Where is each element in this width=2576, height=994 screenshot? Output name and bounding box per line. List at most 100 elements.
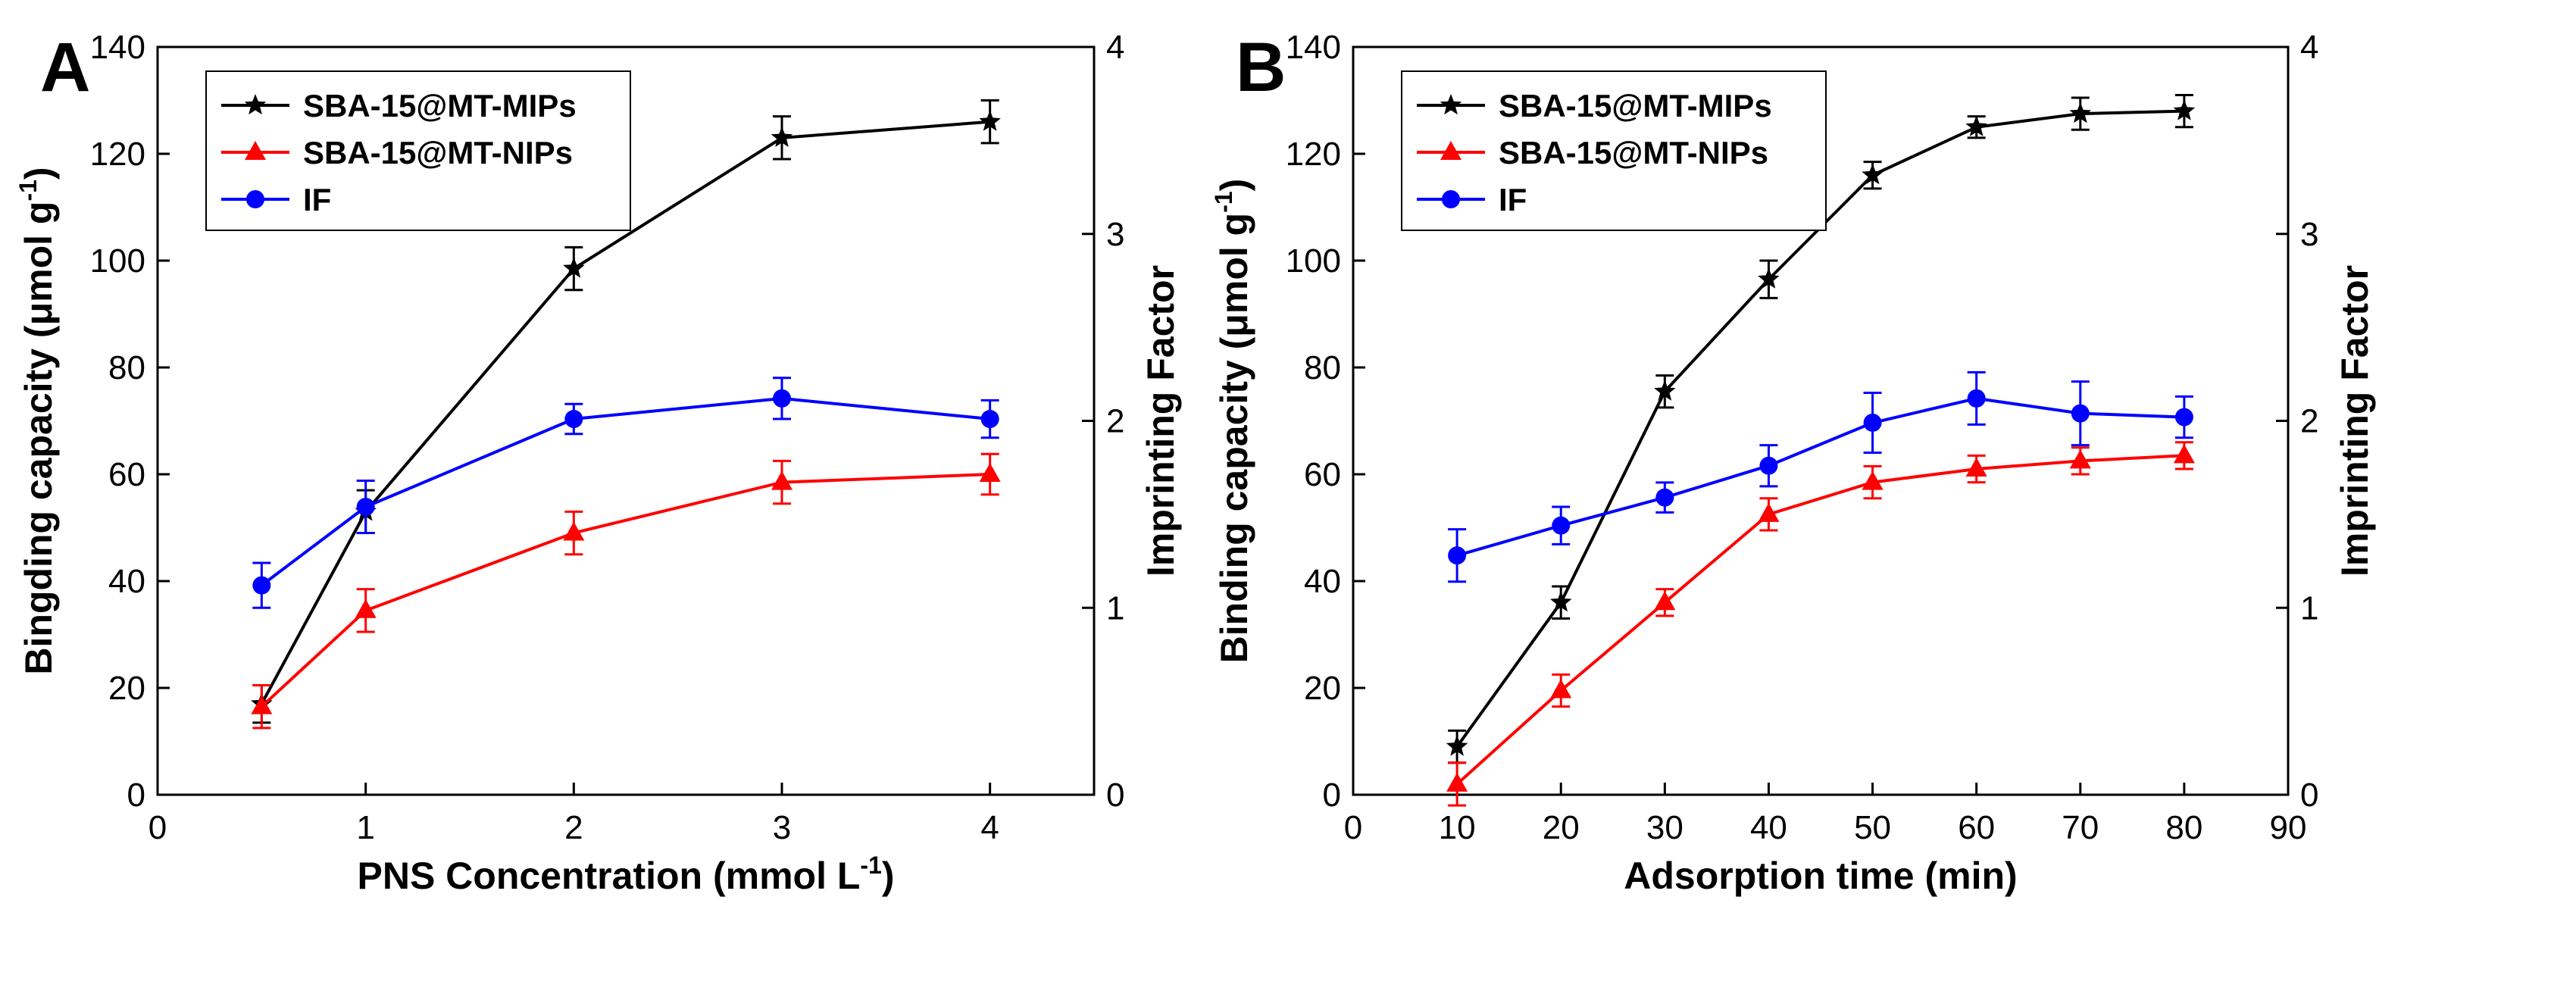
x-axis-title-superscript: -1	[860, 852, 881, 879]
y2-axis-title: Imprinting Factor	[1140, 265, 1182, 577]
y-tick-label: 0	[127, 777, 145, 814]
data-point	[1759, 456, 1778, 475]
legend: SBA-15@MT-MIPs SBA-15@MT-NIPs IF	[1401, 70, 1827, 231]
x-tick-label: 70	[2062, 809, 2099, 846]
x-tick-label: 50	[1854, 809, 1891, 846]
y2-tick-label: 4	[2300, 29, 2318, 66]
data-point	[2069, 449, 2091, 469]
x-tick-label: 90	[2270, 809, 2307, 846]
data-point	[1863, 413, 1882, 432]
legend: SBA-15@MT-MIPs SBA-15@MT-NIPs IF	[205, 70, 631, 231]
data-point	[1655, 488, 1674, 507]
x-tick-label: 0	[1344, 809, 1362, 846]
data-point	[2174, 408, 2193, 427]
legend-marker	[244, 94, 267, 115]
y-tick-label: 20	[1304, 670, 1341, 707]
y-tick-label: 0	[1323, 777, 1341, 814]
panel-label: B	[1236, 29, 1286, 106]
series-line	[1455, 454, 2185, 786]
x-tick-label: 0	[148, 809, 167, 846]
y2-tick-label: 1	[2300, 589, 2318, 627]
y-tick-label: 140	[1286, 29, 1341, 66]
y2-tick-label: 2	[1106, 403, 1124, 440]
x-axis-title: Adsorption time (min)	[1624, 855, 2017, 897]
data-point	[2071, 404, 2090, 423]
x-tick-label: 20	[1543, 809, 1580, 846]
data-point	[1654, 380, 1676, 401]
data-point	[1965, 115, 1987, 136]
y2-axis-title: Imprinting Factor	[2334, 265, 2376, 577]
y-tick-label: 40	[1304, 563, 1341, 600]
x-axis-title-main: PNS Concentration (mmol L	[357, 855, 860, 897]
legend-label: IF	[1499, 182, 1527, 217]
data-point	[771, 126, 793, 147]
series-triangle	[251, 452, 1001, 730]
data-point	[2173, 444, 2195, 464]
legend-label: SBA-15@MT-MIPs	[303, 88, 577, 123]
x-tick-label: 30	[1646, 809, 1683, 846]
y-tick-label: 20	[108, 670, 145, 707]
y-axis-title-main: Binding capacity (μmol g	[1213, 213, 1255, 664]
x-tick-label: 2	[564, 809, 583, 846]
y-tick-label: 40	[108, 563, 145, 600]
y-axis-title-superscript: -1	[1210, 191, 1237, 212]
y-tick-label: 100	[1286, 242, 1341, 280]
y-tick-label: 60	[108, 456, 145, 493]
y-tick-label: 100	[90, 242, 145, 280]
y2-tick-label: 4	[1106, 29, 1124, 66]
series-triangle	[1446, 441, 2195, 807]
x-tick-label: 3	[773, 809, 791, 846]
legend-marker	[1442, 190, 1460, 208]
data-point	[1552, 516, 1571, 535]
data-point	[563, 521, 585, 541]
y2-tick-label: 2	[2300, 403, 2318, 440]
legend-marker	[1440, 141, 1462, 160]
legend-marker	[245, 141, 266, 160]
data-point	[252, 576, 271, 595]
y-axis-title: Binding capacity (μmol g-1)	[1210, 179, 1255, 664]
x-tick-label: 10	[1439, 809, 1476, 846]
y2-tick-label: 3	[1106, 216, 1124, 253]
y-tick-label: 140	[90, 29, 145, 66]
data-point	[980, 410, 999, 429]
data-point	[1758, 502, 1780, 522]
legend-label: SBA-15@MT-NIPs	[303, 135, 573, 170]
data-point	[1550, 679, 1572, 699]
data-point	[1448, 546, 1467, 565]
data-point	[1967, 389, 1986, 408]
y-axis-title: Bingding capacity (μmol g-1)	[14, 167, 60, 674]
y2-tick-label: 1	[1106, 589, 1124, 627]
data-point	[356, 498, 375, 517]
data-point	[1965, 457, 1987, 477]
legend-marker	[1440, 94, 1462, 115]
legend-label: SBA-15@MT-NIPs	[1499, 135, 1768, 170]
series-circle	[252, 377, 999, 609]
x-tick-label: 80	[2165, 809, 2202, 846]
legend-marker	[246, 190, 264, 208]
y-axis-title-superscript: -1	[14, 180, 42, 201]
panel-b: 0 10 20 30 40 50 60 70 80 90020406080100120140012…	[1210, 29, 2376, 897]
data-point	[251, 695, 273, 714]
y-tick-label: 80	[108, 349, 145, 386]
x-axis-title-suffix: )	[882, 855, 895, 897]
y2-tick-label: 3	[2300, 216, 2318, 253]
data-point	[1446, 735, 1468, 756]
y2-tick-label: 0	[1106, 777, 1124, 814]
x-axis-title-main: Adsorption time (min)	[1624, 855, 2017, 897]
x-tick-label: 4	[980, 809, 999, 846]
series-line	[1456, 396, 2184, 558]
data-point	[2069, 102, 2091, 123]
x-tick-label: 1	[356, 809, 374, 846]
data-point	[1446, 772, 1468, 792]
y-axis-title-suffix: )	[1213, 179, 1255, 192]
y2-tick-label: 0	[2300, 777, 2318, 814]
data-point	[1862, 470, 1884, 490]
y-axis-title-main: Bingding capacity (μmol g	[17, 202, 60, 675]
x-axis-title: PNS Concentration (mmol L-1)	[357, 852, 894, 897]
y-tick-label: 120	[90, 136, 145, 173]
data-point	[1862, 164, 1884, 185]
data-point	[563, 257, 585, 278]
x-tick-label: 60	[1958, 809, 1995, 846]
